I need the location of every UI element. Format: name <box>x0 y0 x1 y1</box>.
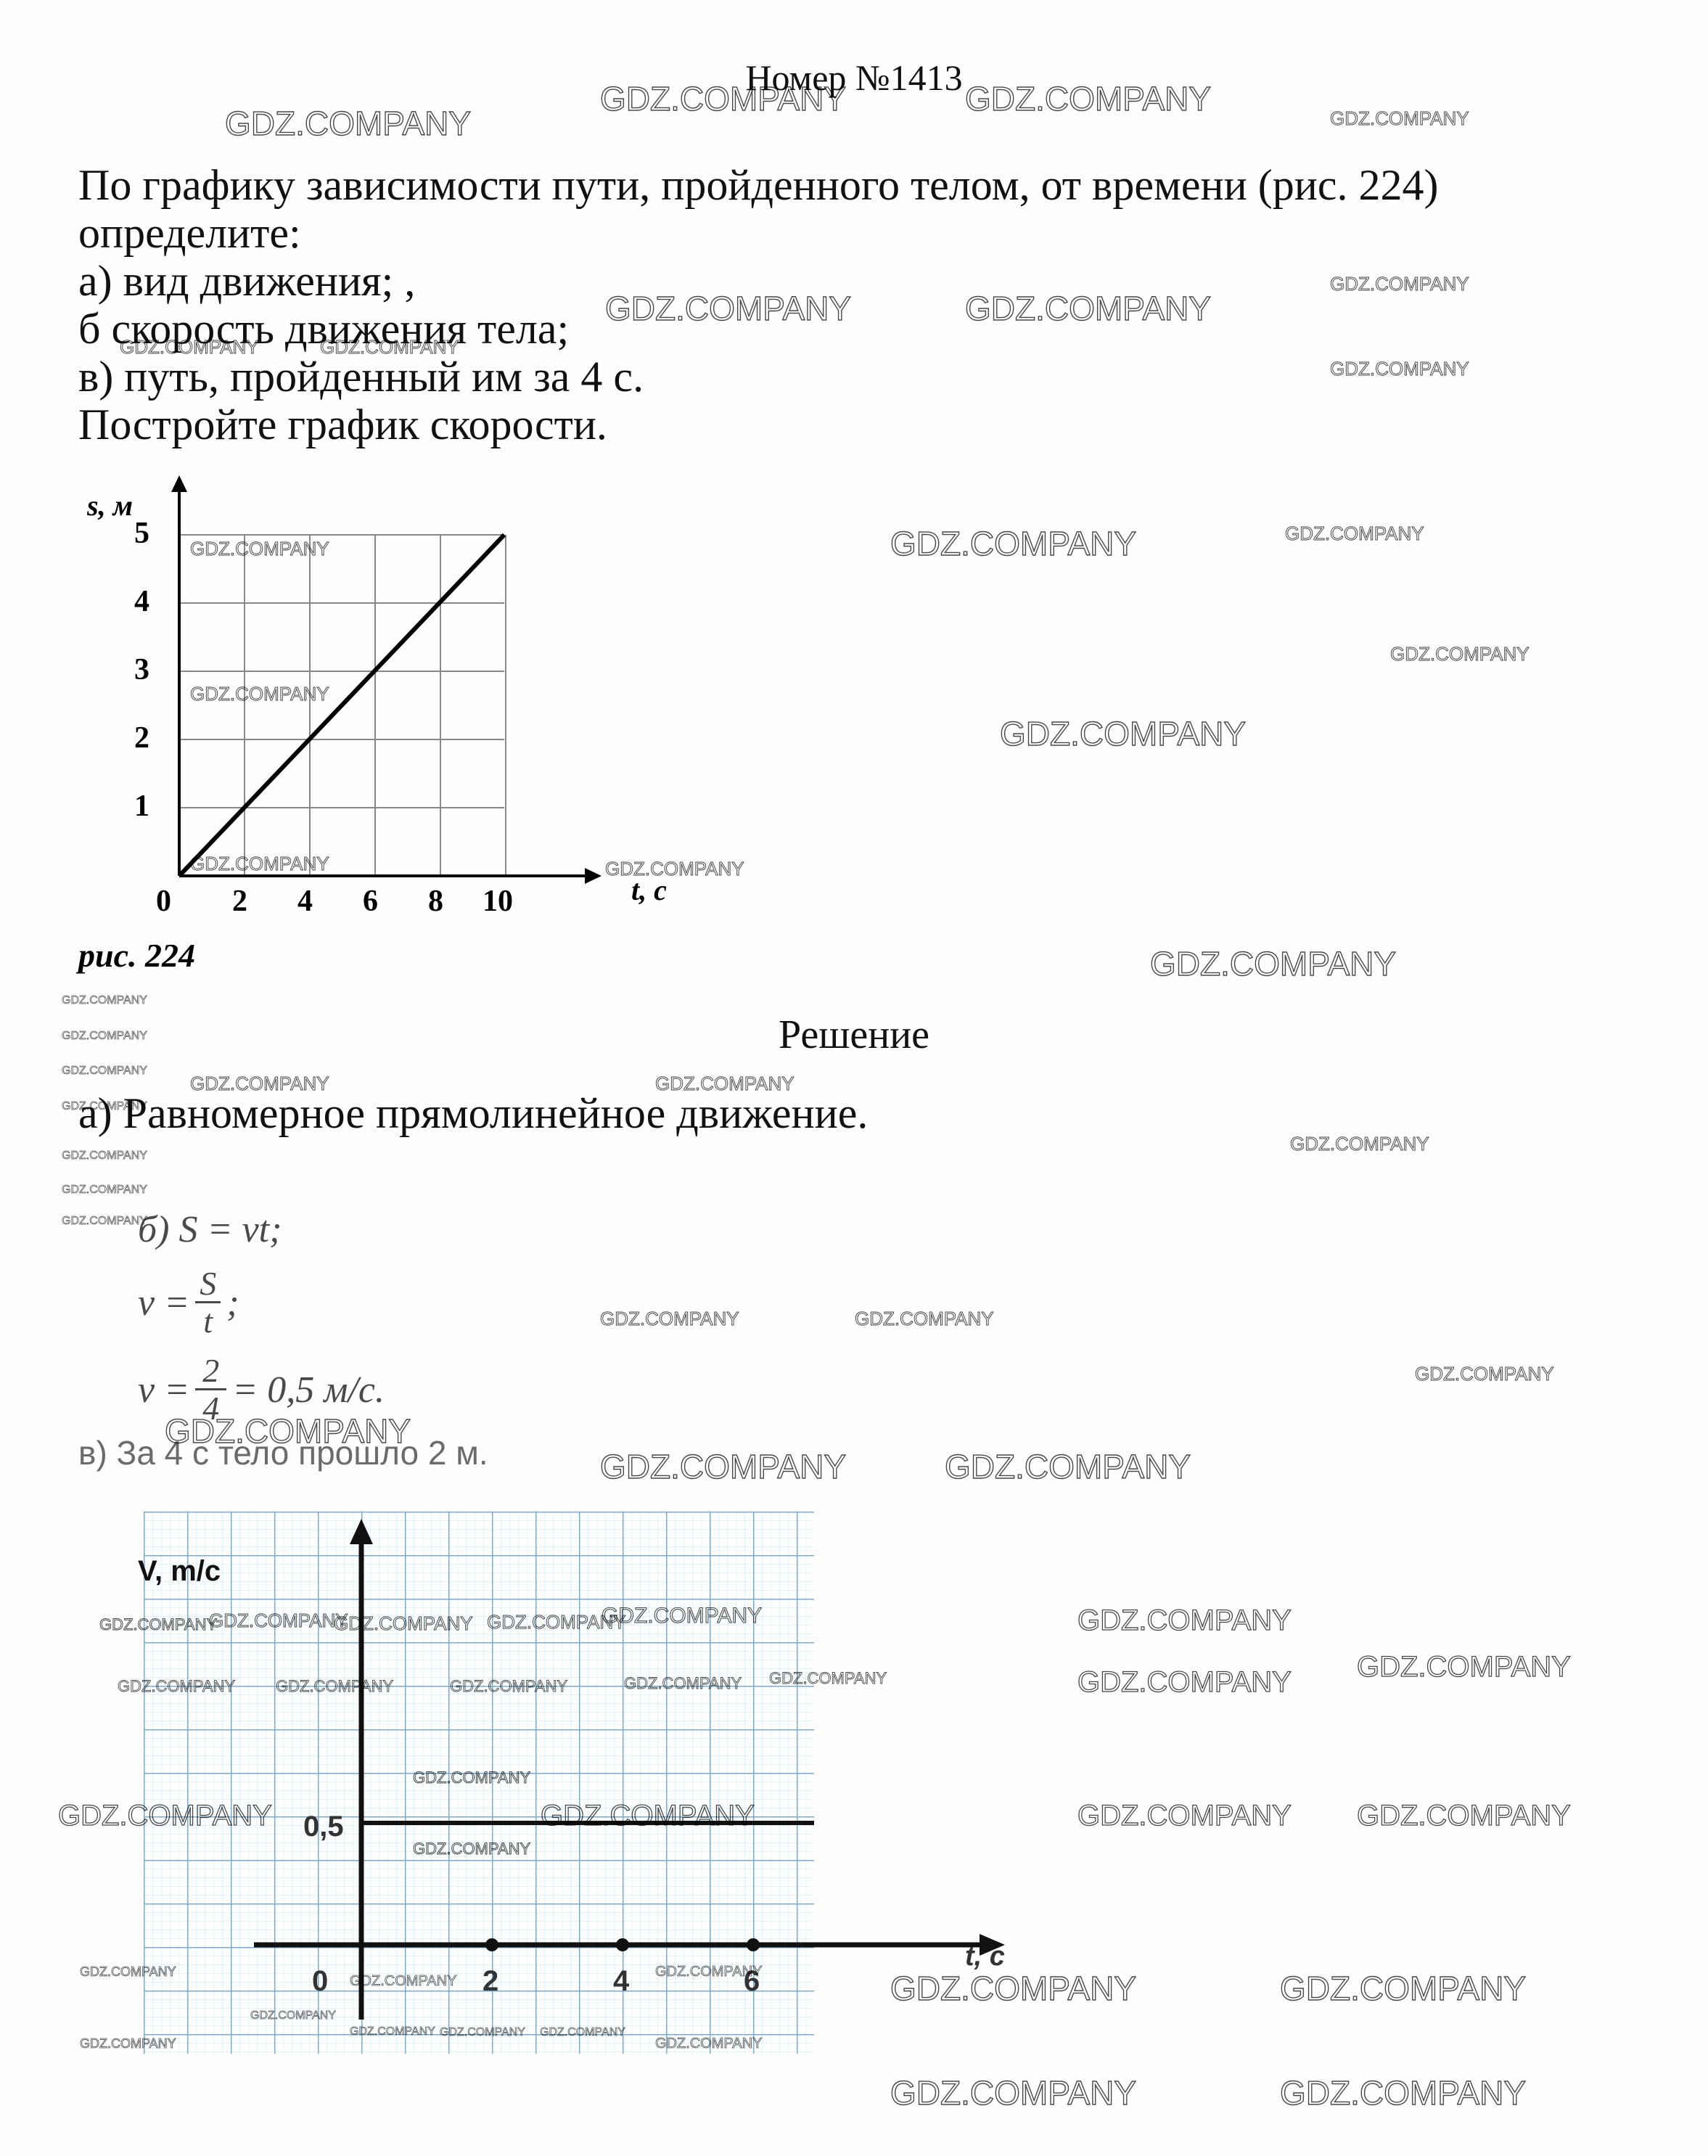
svg-text:s, м: s, м <box>86 489 133 522</box>
svg-text:GDZ.COMPANY: GDZ.COMPANY <box>62 994 147 1007</box>
svg-text:8: 8 <box>428 885 443 918</box>
svg-text:6: 6 <box>744 1965 760 1997</box>
svg-text:2: 2 <box>483 1965 498 1997</box>
svg-text:GDZ.COMPANY: GDZ.COMPANY <box>600 1308 739 1329</box>
svg-text:t, c: t, c <box>965 1941 1005 1972</box>
svg-text:GDZ.COMPANY: GDZ.COMPANY <box>1000 715 1246 753</box>
svg-text:5: 5 <box>134 517 149 550</box>
svg-text:1: 1 <box>134 790 149 823</box>
svg-text:GDZ.COMPANY: GDZ.COMPANY <box>225 104 471 142</box>
svg-text:4: 4 <box>297 885 313 918</box>
svg-text:0,5: 0,5 <box>303 1811 344 1843</box>
svg-text:4: 4 <box>613 1965 630 1997</box>
svg-text:GDZ.COMPANY: GDZ.COMPANY <box>1415 1363 1554 1385</box>
svg-text:GDZ.COMPANY: GDZ.COMPANY <box>1290 1133 1429 1155</box>
svg-text:GDZ.COMPANY: GDZ.COMPANY <box>600 1448 846 1485</box>
svg-text:4: 4 <box>134 585 149 618</box>
svg-text:V, m/c: V, m/c <box>138 1555 221 1587</box>
svg-text:GDZ.COMPANY: GDZ.COMPANY <box>62 1184 147 1196</box>
svg-text:GDZ.COMPANY: GDZ.COMPANY <box>1330 107 1469 129</box>
svg-text:2: 2 <box>134 721 149 755</box>
svg-text:GDZ.COMPANY: GDZ.COMPANY <box>890 2074 1136 2112</box>
svg-text:GDZ.COMPANY: GDZ.COMPANY <box>62 1149 147 1162</box>
svg-text:t, с: t, с <box>631 874 667 906</box>
svg-text:GDZ.COMPANY: GDZ.COMPANY <box>855 1308 994 1329</box>
svg-text:0: 0 <box>156 885 171 918</box>
svg-text:3: 3 <box>134 653 149 686</box>
svg-text:GDZ.COMPANY: GDZ.COMPANY <box>890 525 1136 562</box>
svg-text:GDZ.COMPANY: GDZ.COMPANY <box>1285 522 1424 544</box>
svg-text:GDZ.COMPANY: GDZ.COMPANY <box>1390 643 1530 665</box>
svg-text:GDZ.COMPANY: GDZ.COMPANY <box>945 1448 1191 1485</box>
svg-text:10: 10 <box>483 885 513 918</box>
svg-text:GDZ.COMPANY: GDZ.COMPANY <box>1150 945 1396 983</box>
svg-text:GDZ.COMPANY: GDZ.COMPANY <box>1280 2074 1526 2112</box>
svg-text:GDZ.COMPANY: GDZ.COMPANY <box>62 1065 147 1077</box>
svg-text:0: 0 <box>312 1965 328 1997</box>
svg-text:2: 2 <box>232 885 247 918</box>
svg-text:GDZ.COMPANY: GDZ.COMPANY <box>62 1215 147 1227</box>
svg-text:6: 6 <box>363 885 378 918</box>
